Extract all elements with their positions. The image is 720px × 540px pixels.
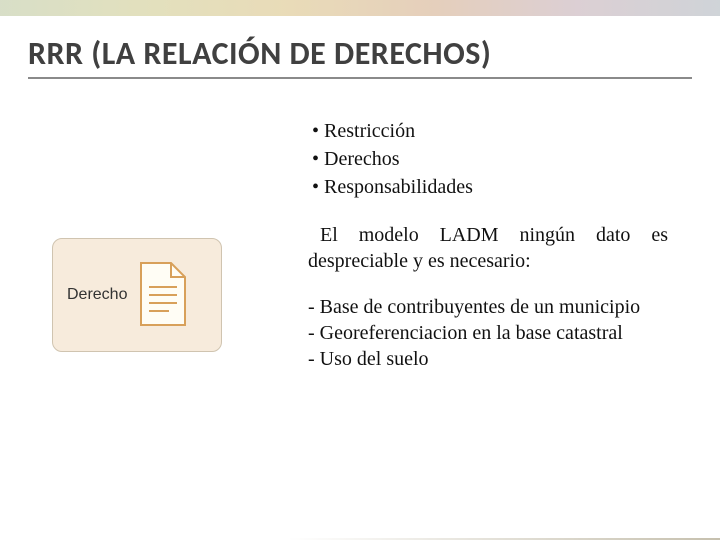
slide-title: RRR (LA RELACIÓN DE DERECHOS) bbox=[28, 34, 692, 79]
derecho-icon-box: Derecho bbox=[52, 238, 222, 352]
document-page-icon bbox=[135, 261, 189, 329]
bullet-item: Derechos bbox=[312, 146, 668, 172]
paragraph-text: El modelo LADM ningún dato es despreciab… bbox=[308, 222, 668, 274]
dash-item: - Georeferenciacion en la base catastral bbox=[308, 320, 668, 346]
bullet-item: Responsabilidades bbox=[312, 174, 668, 200]
bullet-item: Restricción bbox=[312, 118, 668, 144]
decorative-top-stripe bbox=[0, 0, 720, 16]
bullet-list: Restricción Derechos Responsabilidades bbox=[312, 118, 668, 200]
content-column: Restricción Derechos Responsabilidades E… bbox=[308, 118, 668, 372]
dash-item: - Uso del suelo bbox=[308, 346, 668, 372]
icon-label: Derecho bbox=[67, 286, 127, 304]
dash-item: - Base de contribuyentes de un municipio bbox=[308, 294, 668, 320]
dash-list: - Base de contribuyentes de un municipio… bbox=[308, 294, 668, 372]
title-container: RRR (LA RELACIÓN DE DERECHOS) bbox=[0, 16, 720, 89]
